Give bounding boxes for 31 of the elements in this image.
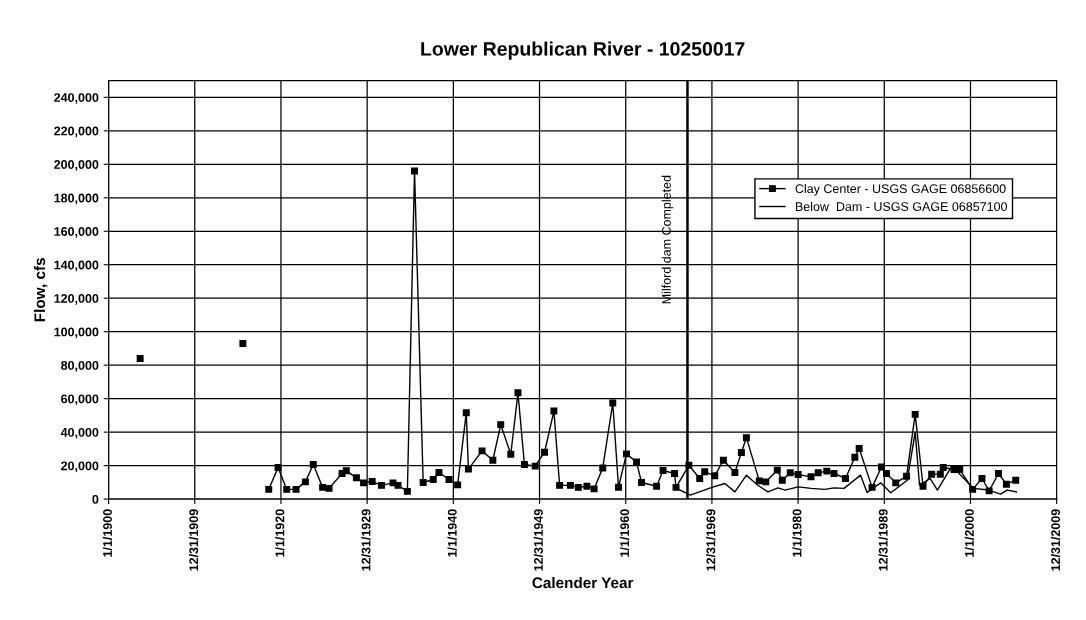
x-tick-label: 1/1/1900 — [102, 509, 113, 557]
x-tick-label: 12/31/2009 — [1050, 509, 1061, 571]
y-tick-label: 240,000 — [54, 93, 99, 104]
x-tick-label: 12/31/1949 — [533, 509, 544, 571]
y-tick-label: 20,000 — [61, 461, 99, 473]
y-axis-title: Flow, cfs — [33, 258, 48, 322]
legend-label: Clay Center - USGS GAGE 06856600 — [795, 183, 1006, 196]
chart-title: Lower Republican River - 10250017 — [421, 41, 745, 60]
y-tick-label: 40,000 — [60, 427, 99, 439]
y-tick-label: 160,000 — [54, 227, 99, 238]
x-tick-label: 1/1/1960 — [619, 509, 630, 557]
legend-label: Below Dam - USGS GAGE 06857100 — [795, 201, 1008, 211]
x-tick-label: 1/1/1980 — [792, 509, 802, 557]
y-tick-label: 0 — [92, 494, 99, 504]
x-tick-label: 12/31/1969 — [706, 509, 716, 571]
x-tick-label: 12/31/1989 — [878, 509, 888, 571]
x-tick-label: 1/1/2000 — [964, 509, 974, 557]
x-axis-title: Calender Year — [532, 576, 634, 589]
y-tick-label: 180,000 — [54, 193, 99, 205]
y-tick-label: 200,000 — [54, 160, 99, 171]
y-tick-label: 100,000 — [54, 327, 99, 339]
y-tick-label: 140,000 — [54, 260, 99, 272]
y-tick-label: 120,000 — [54, 294, 99, 305]
x-tick-label: 12/31/1909 — [188, 509, 199, 571]
ref-line-label: Milford dam Completed — [661, 175, 674, 304]
x-tick-label: 12/31/1929 — [361, 509, 371, 571]
x-tick-label: 1/1/1920 — [275, 509, 285, 557]
x-tick-label: 1/1/1940 — [447, 509, 457, 557]
y-tick-label: 60,000 — [61, 394, 99, 406]
y-tick-label: 80,000 — [61, 360, 99, 372]
y-tick-label: 220,000 — [54, 126, 99, 138]
